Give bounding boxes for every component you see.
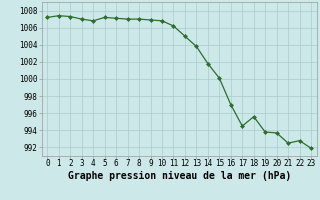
X-axis label: Graphe pression niveau de la mer (hPa): Graphe pression niveau de la mer (hPa) [68, 171, 291, 181]
